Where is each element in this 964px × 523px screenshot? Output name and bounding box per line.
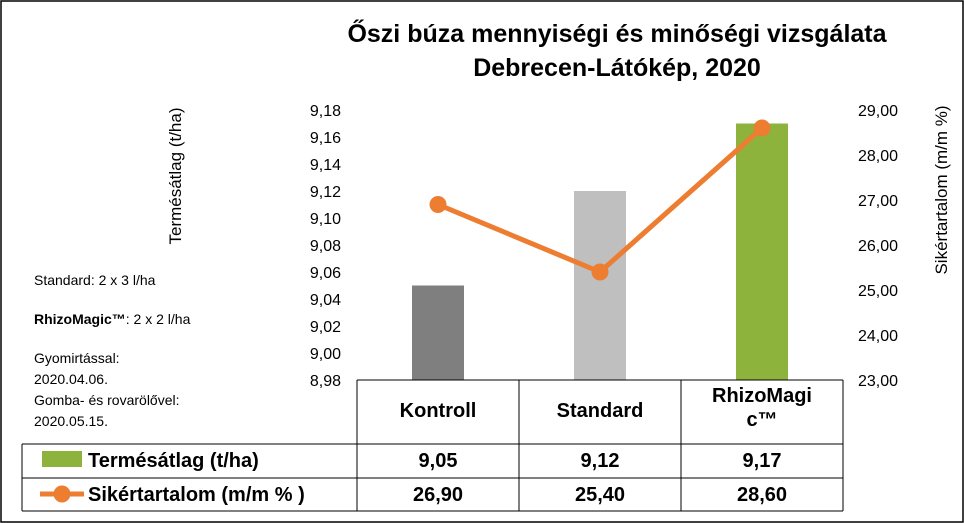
y-left-tick-label: 8,98 <box>310 373 341 390</box>
y-left-tick-label: 9,10 <box>310 211 341 228</box>
data-label: 9,05 <box>419 450 458 472</box>
annotation-note-part: : 2 x 2 l/ha <box>126 311 191 327</box>
bar <box>736 123 788 380</box>
annotation-note-part: Standard: 2 x 3 l/ha <box>34 272 156 288</box>
y-right-tick-label: 29,00 <box>858 103 898 120</box>
y-left-tick-label: 9,14 <box>310 157 341 174</box>
y-left-tick-label: 9,06 <box>310 265 341 282</box>
y-right-tick-label: 27,00 <box>858 193 898 210</box>
category-label: Kontroll <box>400 400 477 422</box>
legend-label: Sikértartalom (m/m % ) <box>88 484 305 506</box>
data-label: 25,40 <box>575 484 625 506</box>
annotation-note: Gyomirtással: <box>34 350 120 366</box>
chart-title-line: Debrecen-Látókép, 2020 <box>473 54 761 82</box>
annotation-note: RhizoMagic™: 2 x 2 l/ha <box>34 311 191 327</box>
annotation-note-part: RhizoMagic™ <box>34 311 126 327</box>
annotation-note-part: Gyomirtással: <box>34 350 120 366</box>
legend-key-marker <box>53 485 71 503</box>
y-left-tick-label: 9,04 <box>310 292 341 309</box>
annotation-note: 2020.04.06. <box>34 371 108 387</box>
y-right-tick-label: 24,00 <box>858 328 898 345</box>
annotation-note-part: 2020.04.06. <box>34 371 108 387</box>
category-label: RhizoMagi <box>712 385 812 407</box>
y-right-tick-label: 23,00 <box>858 373 898 390</box>
line-point <box>753 119 771 137</box>
y-right-tick-label: 26,00 <box>858 238 898 255</box>
y-left-tick-label: 9,18 <box>310 103 341 120</box>
annotation-note-part: 2020.05.15. <box>34 413 108 429</box>
y-right-tick-label: 25,00 <box>858 283 898 300</box>
data-label: 28,60 <box>737 484 787 506</box>
y-left-axis-title: Termésátlag (t/ha) <box>166 108 185 245</box>
y-left-tick-label: 9,02 <box>310 319 341 336</box>
data-label: 9,17 <box>743 450 782 472</box>
annotation-note: Gomba- és rovarölővel: <box>34 392 180 408</box>
y-right-axis-title: Sikértartalom (m/m %) <box>932 105 951 274</box>
annotation-note: Standard: 2 x 3 l/ha <box>34 272 156 288</box>
annotation-note: 2020.05.15. <box>34 413 108 429</box>
legend-label: Termésátlag (t/ha) <box>88 450 259 472</box>
y-left-tick-label: 9,08 <box>310 238 341 255</box>
y-right-tick-label: 28,00 <box>858 148 898 165</box>
y-left-tick-label: 9,16 <box>310 130 341 147</box>
category-label: c™ <box>746 409 777 431</box>
bar <box>574 191 626 380</box>
annotation-note-part: Gomba- és rovarölővel: <box>34 392 180 408</box>
line-point <box>429 196 447 213</box>
y-left-tick-label: 9,12 <box>310 184 341 201</box>
category-label: Standard <box>557 400 644 422</box>
bar <box>412 285 464 380</box>
chart-title-line: Őszi búza mennyiségi és minőségi vizsgál… <box>347 19 887 48</box>
data-label: 9,12 <box>581 450 620 472</box>
data-label: 26,90 <box>413 484 463 506</box>
y-left-tick-label: 9,00 <box>310 346 341 363</box>
legend-key-bar <box>42 451 82 467</box>
line-point <box>591 263 609 281</box>
